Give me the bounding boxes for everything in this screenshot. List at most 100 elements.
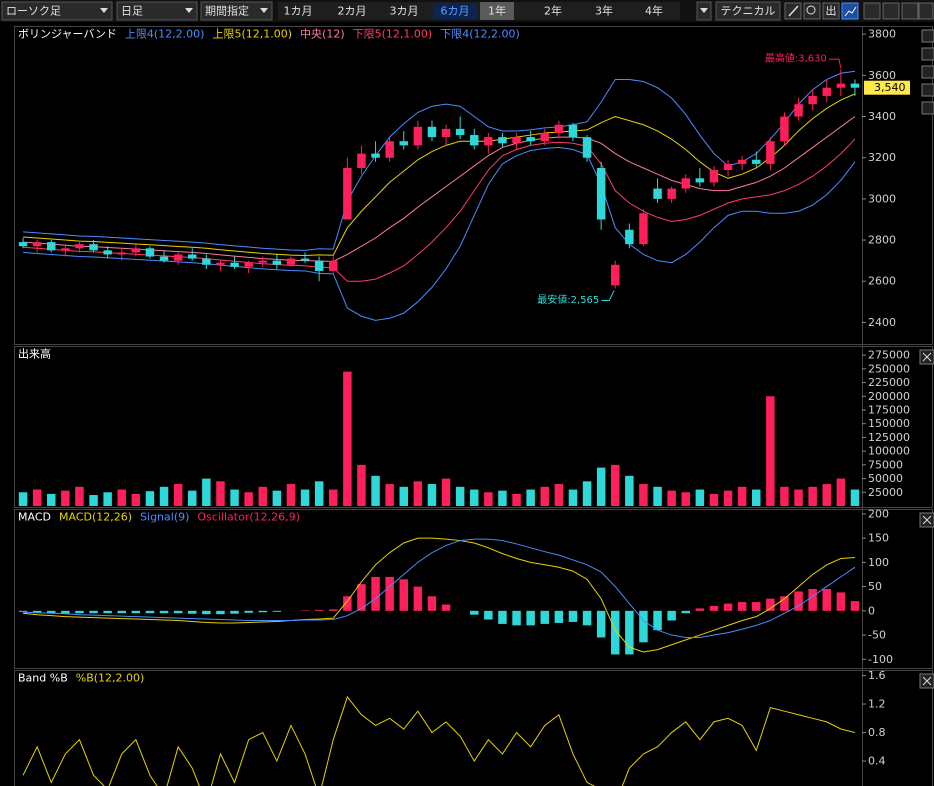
histogram-bar [413, 586, 423, 611]
panel-title: Band %B [18, 672, 68, 685]
volume-bar [836, 478, 846, 506]
candle-body [455, 128, 465, 136]
candle-body [159, 256, 169, 261]
candle-body [780, 116, 789, 142]
high-label: 最高値:3,630 [765, 52, 827, 65]
volume-bar [582, 481, 592, 506]
candle-body [484, 137, 493, 146]
histogram-bar [89, 610, 98, 614]
histogram-bar [399, 579, 408, 611]
histogram-bar [258, 610, 267, 613]
settings-icon[interactable] [918, 2, 934, 20]
candle-body [582, 137, 592, 158]
histogram-bar [202, 610, 211, 615]
volume-bar [441, 478, 451, 506]
range-button[interactable]: 2年 [544, 4, 562, 18]
y-tick-label: 1.2 [868, 698, 886, 711]
panel-icon[interactable] [921, 101, 934, 115]
panel-icon[interactable] [921, 47, 934, 61]
candle-body [314, 260, 324, 271]
chart-icon[interactable] [841, 2, 859, 20]
legend-entry: %B(12,2.00) [76, 672, 145, 685]
candle-body [286, 258, 296, 265]
technical-label: テクニカル [721, 5, 776, 18]
technical-button[interactable] [715, 1, 781, 21]
histogram-bar [371, 576, 380, 611]
range-button[interactable]: 4年 [645, 4, 663, 18]
panel-icon[interactable] [921, 65, 934, 79]
candle-body [145, 248, 155, 257]
histogram-bar [272, 610, 282, 612]
open-icon[interactable] [882, 2, 900, 20]
candle-body [117, 252, 126, 255]
dropdown-arrow [185, 8, 193, 13]
candle-body [737, 159, 747, 164]
candle-body [399, 141, 408, 146]
panel-frame [14, 26, 933, 345]
volume-bar [357, 464, 366, 506]
icon-glyph [788, 5, 799, 17]
close-button[interactable] [919, 349, 934, 365]
line [22, 537, 855, 653]
range-button[interactable]: 3年 [595, 4, 613, 18]
close-button[interactable] [919, 673, 934, 689]
volume-bar [484, 492, 493, 506]
period-dropdown[interactable] [200, 1, 273, 21]
y-tick-label: 2800 [868, 234, 896, 247]
histogram-bar [766, 598, 775, 611]
line [23, 116, 856, 262]
histogram-bar [47, 610, 56, 614]
panel-title: 出来高 [18, 347, 51, 361]
histogram-bar [709, 605, 719, 611]
histogram-bar [385, 576, 394, 611]
volume-bar [145, 491, 155, 506]
range-buttons: 1カ月 2カ月 3カ月 6カ月 1年 2年 3年 4年 [284, 2, 663, 20]
candle-body [498, 137, 507, 144]
candle-body [441, 128, 451, 138]
volume-bar [850, 489, 860, 506]
range-button[interactable]: 3カ月 [390, 5, 419, 18]
y-tick-label: 0 [868, 604, 875, 617]
volume-bar [681, 492, 690, 506]
histogram-bar [808, 589, 817, 611]
candle-body [512, 137, 521, 144]
candle-body [709, 170, 719, 183]
candle-body [258, 260, 267, 263]
candle-body [230, 262, 239, 267]
legend-entry: Oscillator(12,26,9) [197, 511, 299, 524]
histogram-bar [822, 589, 831, 611]
candle-body [568, 124, 578, 138]
panel-icon[interactable] [921, 29, 934, 43]
range-button[interactable]: 2カ月 [338, 5, 367, 18]
candle-body [822, 87, 831, 96]
close-button[interactable] [919, 512, 934, 528]
interval-dropdown[interactable] [116, 1, 198, 21]
range-button[interactable]: 6カ月 [441, 5, 470, 18]
volume-bar [808, 486, 817, 506]
period-label: 期間指定 [205, 4, 249, 18]
y-tick-label: 0.4 [868, 755, 886, 768]
histogram-bar [639, 610, 648, 643]
volume-bar [653, 486, 662, 506]
range-button[interactable]: 1年 [488, 4, 506, 18]
candle-body [596, 168, 606, 220]
line [23, 70, 856, 251]
panel-icon[interactable] [921, 83, 934, 97]
volume-bar [794, 489, 803, 506]
y-tick-label: -50 [868, 629, 886, 642]
candle-body [32, 242, 42, 247]
candle-body [653, 188, 662, 199]
zoom-icon[interactable] [803, 2, 821, 20]
volume-icon[interactable] [822, 2, 840, 20]
save-icon[interactable] [863, 2, 881, 20]
volume-bar [117, 489, 126, 506]
histogram-bar [568, 610, 578, 622]
y-tick-label: 150 [868, 532, 889, 545]
candle-body [427, 126, 437, 138]
range-button[interactable]: 1カ月 [284, 5, 313, 18]
style-dropdown[interactable] [1, 1, 113, 21]
volume-bar [554, 484, 564, 506]
last-price-label: 3,540 [874, 81, 906, 94]
print-icon[interactable] [901, 2, 919, 20]
